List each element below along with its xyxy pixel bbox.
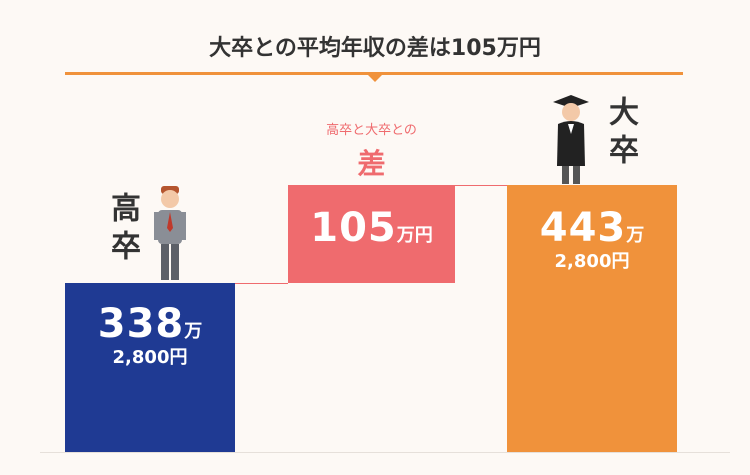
high-school-bar: 338万 2,800円 (65, 283, 235, 452)
university-label: 大卒 (603, 96, 638, 172)
student-icon (154, 186, 186, 280)
difference-label: 差 (357, 147, 386, 180)
amount: 105 (310, 205, 397, 251)
baseline (40, 452, 730, 453)
sub-amount: 2,800円 (554, 251, 630, 272)
unit: 万 (626, 225, 645, 246)
difference-caption: 高卒と大卒との (326, 123, 417, 138)
high-school-label: 高卒 (105, 192, 140, 268)
connector (235, 283, 288, 284)
unit: 万 (184, 321, 203, 342)
amount: 443 (539, 205, 627, 251)
unit: 万円 (396, 225, 433, 246)
connector (455, 185, 507, 186)
title-pointer (367, 74, 383, 82)
university-bar: 443万 2,800円 (507, 185, 677, 452)
title: 大卒との平均年収の差は105万円 (209, 36, 541, 61)
amount: 338 (97, 301, 185, 347)
title-rule (65, 72, 683, 75)
difference-box: 105万円 (288, 185, 455, 283)
sub-amount: 2,800円 (112, 347, 188, 368)
graduate-icon (553, 95, 589, 184)
